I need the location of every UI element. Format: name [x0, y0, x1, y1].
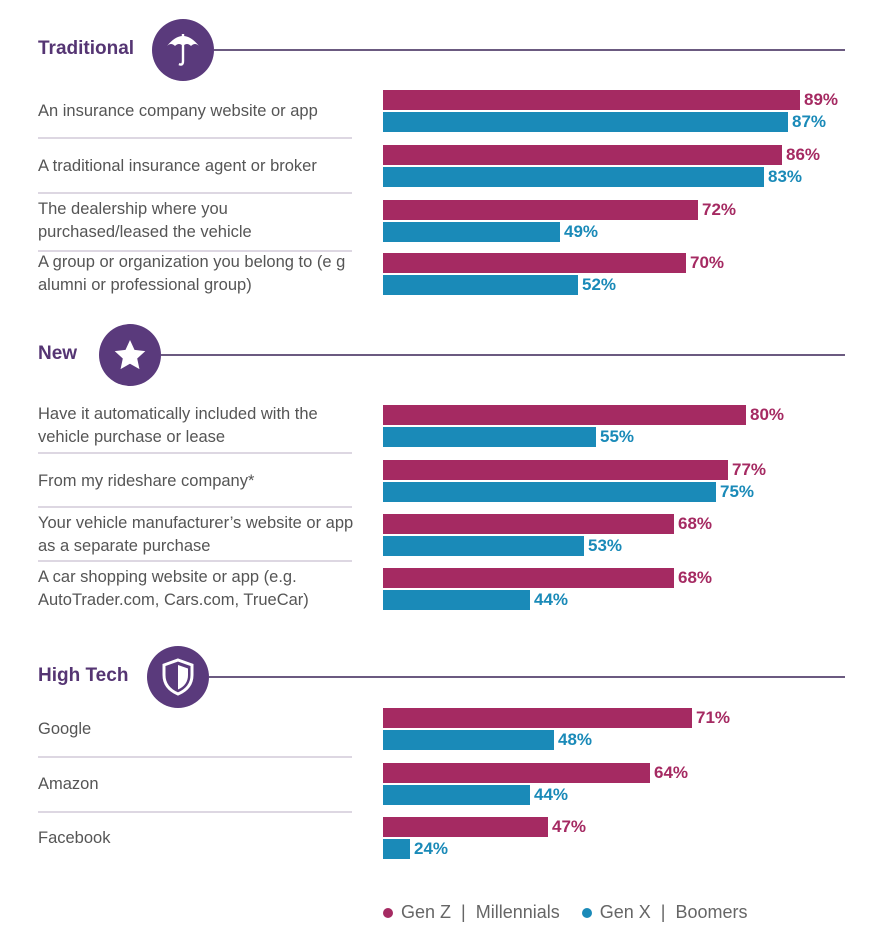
row-label: Have it automatically included with the …: [38, 405, 318, 446]
row-label: A car shopping website or app (e.g. Auto…: [38, 568, 309, 609]
row-divider: [38, 250, 352, 252]
star-icon: [99, 324, 161, 386]
row-label: A traditional insurance agent or broker: [38, 156, 317, 175]
row-label: Google: [38, 719, 92, 738]
row-divider: [38, 506, 352, 508]
value-label-gen-z-millennials: 86%: [786, 145, 821, 164]
legend-label-gen-z-millennials: Gen Z | Millennials: [401, 902, 560, 922]
row-label: Your vehicle manufacturer’s website or a…: [38, 514, 354, 555]
row-divider: [38, 756, 352, 758]
bar-gen-z-millennials: [383, 90, 800, 110]
value-label-gen-z-millennials: 64%: [654, 763, 689, 782]
value-label-gen-x-boomers: 49%: [564, 222, 599, 241]
value-label-gen-x-boomers: 87%: [792, 112, 827, 131]
bar-gen-x-boomers: [383, 167, 764, 187]
bar-gen-z-millennials: [383, 460, 728, 480]
value-label-gen-x-boomers: 44%: [534, 785, 569, 804]
row-divider: [38, 811, 352, 813]
row-label: Amazon: [38, 774, 99, 793]
bar-gen-x-boomers: [383, 730, 554, 750]
bar-gen-z-millennials: [383, 200, 698, 220]
legend: Gen Z | Millennials Gen X | Boomers: [383, 902, 747, 923]
bar-gen-z-millennials: [383, 708, 692, 728]
value-label-gen-z-millennials: 72%: [702, 200, 737, 219]
value-label-gen-z-millennials: 89%: [804, 90, 839, 109]
value-label-gen-z-millennials: 80%: [750, 405, 785, 424]
section-divider-line: [214, 49, 845, 51]
row-label: From my rideshare company*: [38, 471, 255, 490]
value-label-gen-x-boomers: 52%: [582, 275, 617, 294]
legend-dot-gen-x-boomers: [581, 907, 592, 918]
bar-gen-x-boomers: [383, 482, 716, 502]
bar-gen-x-boomers: [383, 112, 788, 132]
value-label-gen-x-boomers: 83%: [768, 167, 803, 186]
value-label-gen-x-boomers: 44%: [534, 590, 569, 609]
value-label-gen-x-boomers: 53%: [588, 536, 623, 555]
bar-gen-z-millennials: [383, 145, 782, 165]
bar-gen-x-boomers: [383, 590, 530, 610]
bar-gen-x-boomers: [383, 222, 560, 242]
value-label-gen-z-millennials: 68%: [678, 514, 713, 533]
value-label-gen-z-millennials: 47%: [552, 817, 587, 836]
bar-gen-z-millennials: [383, 817, 548, 837]
bar-gen-z-millennials: [383, 763, 650, 783]
value-label-gen-z-millennials: 71%: [696, 708, 731, 727]
row-label: An insurance company website or app: [38, 101, 318, 120]
row-divider: [38, 137, 352, 139]
bar-gen-x-boomers: [383, 536, 584, 556]
value-label-gen-x-boomers: 55%: [600, 427, 635, 446]
section-title-new: New: [38, 343, 78, 364]
bar-gen-z-millennials: [383, 253, 686, 273]
bar-gen-z-millennials: [383, 405, 746, 425]
row-divider: [38, 452, 352, 454]
bar-gen-x-boomers: [383, 427, 596, 447]
row-label: Facebook: [38, 828, 111, 847]
value-label-gen-x-boomers: 75%: [720, 482, 755, 501]
row-label: The dealership where you purchased/lease…: [38, 200, 252, 241]
row-divider: [38, 192, 352, 194]
value-label-gen-z-millennials: 77%: [732, 460, 767, 479]
legend-label-gen-x-boomers: Gen X | Boomers: [599, 902, 748, 922]
value-label-gen-z-millennials: 70%: [690, 253, 725, 272]
umbrella-icon: [152, 19, 214, 81]
section-divider-line: [161, 354, 845, 356]
row-label: A group or organization you belong to (e…: [38, 253, 346, 294]
value-label-gen-x-boomers: 24%: [414, 839, 449, 858]
shield-icon: [147, 646, 209, 708]
section-title-traditional: Traditional: [38, 38, 135, 59]
row-divider: [38, 560, 352, 562]
bar-gen-x-boomers: [383, 785, 530, 805]
section-title-high-tech: High Tech: [38, 665, 129, 686]
value-label-gen-x-boomers: 48%: [558, 730, 593, 749]
bar-gen-x-boomers: [383, 275, 578, 295]
legend-dot-gen-z-millennials: [383, 907, 393, 918]
value-label-gen-z-millennials: 68%: [678, 568, 713, 587]
bar-gen-x-boomers: [383, 839, 410, 859]
bar-gen-z-millennials: [383, 568, 674, 588]
bar-gen-z-millennials: [383, 514, 674, 534]
section-divider-line: [209, 676, 845, 678]
